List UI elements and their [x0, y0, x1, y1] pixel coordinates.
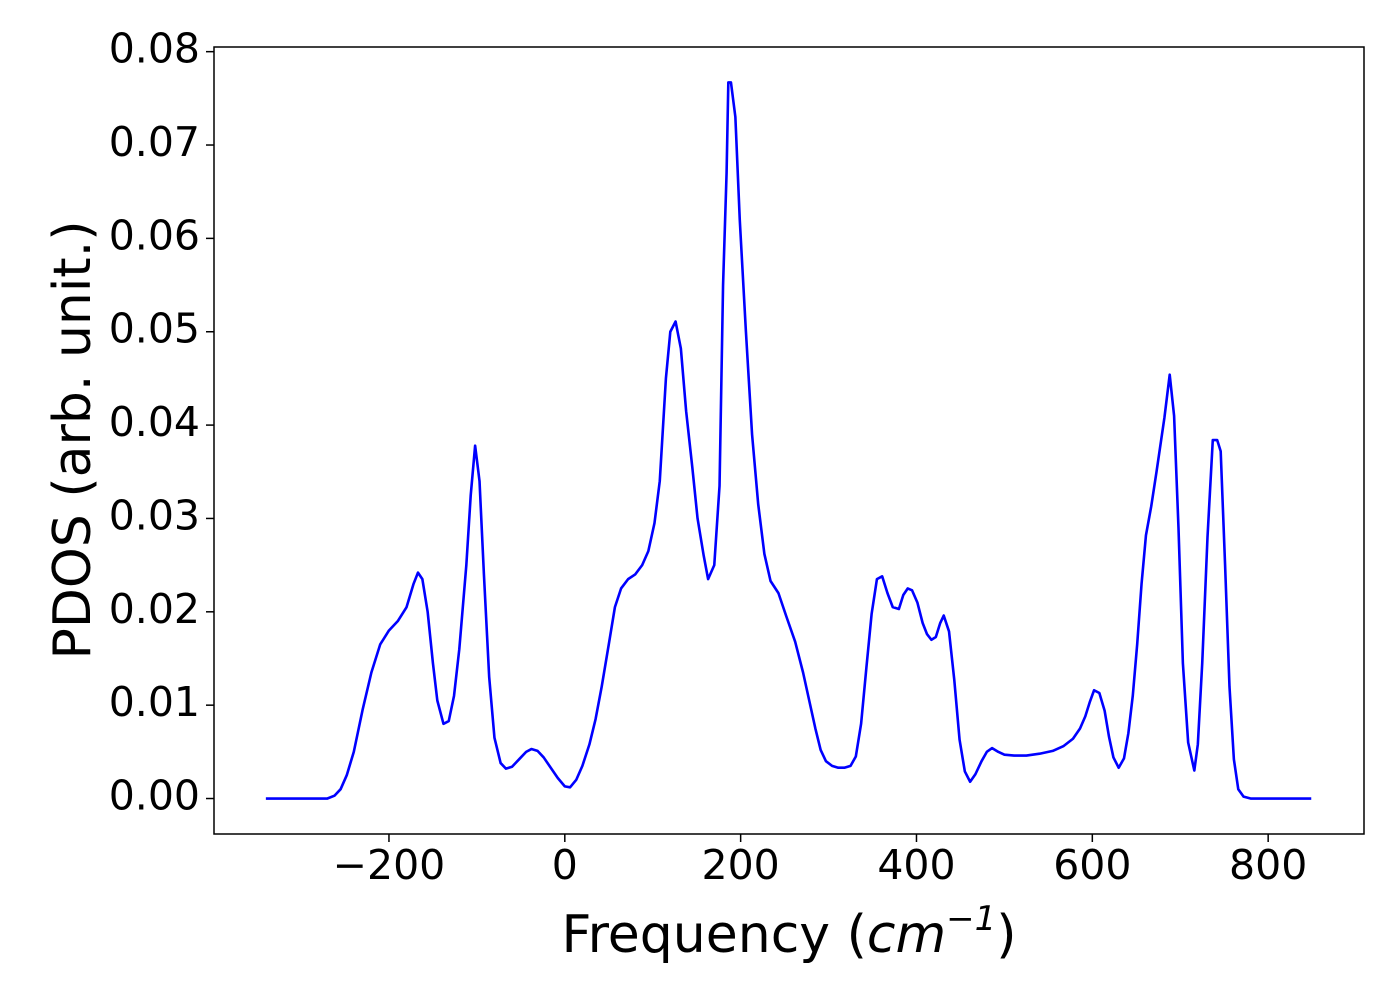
- y-tick-label: 0.03: [109, 491, 200, 539]
- y-axis-label: PDOS (arb. unit.): [43, 220, 103, 659]
- x-tick-label: 800: [1229, 841, 1307, 889]
- x-label-close: ): [996, 905, 1016, 965]
- x-tick-label: 600: [1053, 841, 1131, 889]
- x-tick-label: 400: [877, 841, 955, 889]
- x-label-unit: cm: [867, 905, 946, 965]
- x-tick-label: 200: [702, 841, 780, 889]
- y-tick-label: 0.02: [109, 585, 200, 633]
- x-tick-label: 0: [552, 841, 578, 889]
- x-label-exponent: −1: [946, 899, 996, 939]
- y-tick-label: 0.06: [109, 211, 200, 259]
- x-tick-label: −200: [333, 841, 446, 889]
- y-tick-label: 0.08: [109, 25, 200, 73]
- plot-frame: [213, 46, 1365, 835]
- y-tick-label: 0.04: [109, 398, 200, 446]
- y-tick-label: 0.07: [109, 118, 200, 166]
- y-tick-label: 0.01: [109, 678, 200, 726]
- data-line: [265, 81, 1312, 800]
- x-label-text: Frequency (: [561, 905, 866, 965]
- x-axis-label: Frequency (cm−1): [561, 899, 1016, 965]
- y-tick-label: 0.05: [109, 305, 200, 353]
- y-tick-label: 0.00: [109, 772, 200, 820]
